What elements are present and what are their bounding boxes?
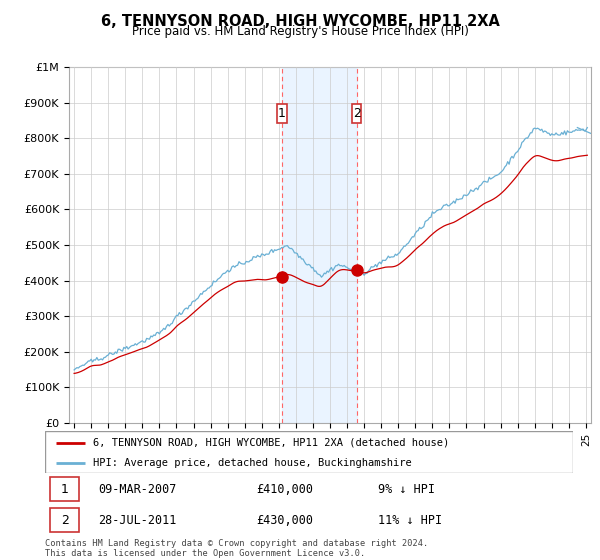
Text: Price paid vs. HM Land Registry's House Price Index (HPI): Price paid vs. HM Land Registry's House … <box>131 25 469 38</box>
Text: 2: 2 <box>61 514 69 527</box>
Text: 6, TENNYSON ROAD, HIGH WYCOMBE, HP11 2XA (detached house): 6, TENNYSON ROAD, HIGH WYCOMBE, HP11 2XA… <box>92 438 449 448</box>
Bar <box>50 477 79 501</box>
Text: £410,000: £410,000 <box>256 483 313 496</box>
Text: £430,000: £430,000 <box>256 514 313 527</box>
Text: 1: 1 <box>61 483 69 496</box>
Text: HPI: Average price, detached house, Buckinghamshire: HPI: Average price, detached house, Buck… <box>92 458 411 468</box>
Text: 11% ↓ HPI: 11% ↓ HPI <box>377 514 442 527</box>
Text: Contains HM Land Registry data © Crown copyright and database right 2024.
This d: Contains HM Land Registry data © Crown c… <box>45 539 428 558</box>
Bar <box>352 104 361 123</box>
Text: 9% ↓ HPI: 9% ↓ HPI <box>377 483 434 496</box>
Text: 6, TENNYSON ROAD, HIGH WYCOMBE, HP11 2XA: 6, TENNYSON ROAD, HIGH WYCOMBE, HP11 2XA <box>101 14 499 29</box>
Text: 28-JUL-2011: 28-JUL-2011 <box>98 514 176 527</box>
Bar <box>282 67 357 423</box>
Text: 1: 1 <box>278 107 286 120</box>
Text: 2: 2 <box>353 107 361 120</box>
Bar <box>277 104 287 123</box>
Text: 09-MAR-2007: 09-MAR-2007 <box>98 483 176 496</box>
Bar <box>50 508 79 532</box>
